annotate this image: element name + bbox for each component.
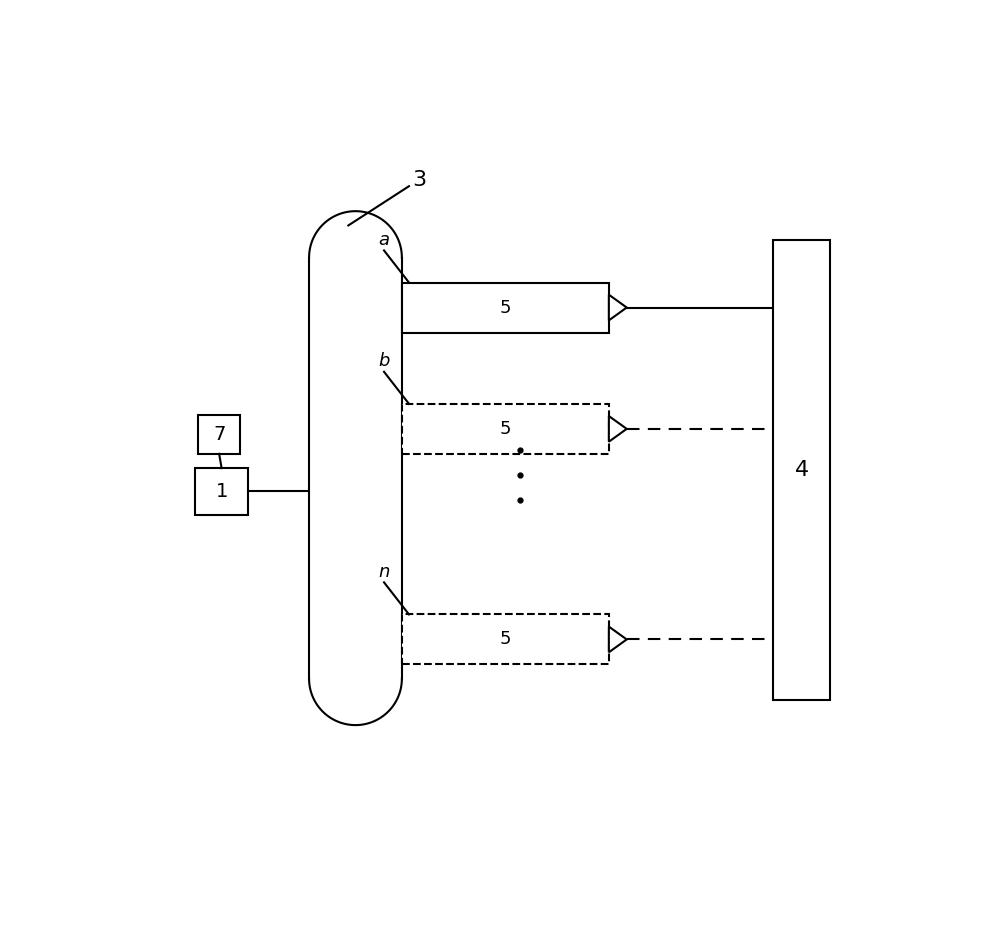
Text: 4: 4	[795, 460, 809, 480]
Text: a: a	[379, 231, 390, 248]
Bar	[195, 468, 248, 514]
Text: n: n	[378, 563, 390, 580]
Text: 1: 1	[215, 482, 228, 501]
Polygon shape	[609, 295, 627, 321]
Bar	[773, 240, 830, 700]
Bar	[402, 283, 609, 333]
Text: 5: 5	[500, 420, 511, 438]
Bar	[402, 404, 609, 454]
Polygon shape	[309, 258, 402, 679]
Text: 5: 5	[500, 630, 511, 649]
Polygon shape	[609, 627, 627, 653]
Bar	[402, 615, 609, 665]
Text: 5: 5	[500, 298, 511, 316]
Text: 3: 3	[413, 171, 427, 190]
Bar	[198, 414, 240, 454]
Text: b: b	[378, 352, 390, 370]
Text: 7: 7	[213, 425, 225, 444]
Polygon shape	[609, 416, 627, 442]
